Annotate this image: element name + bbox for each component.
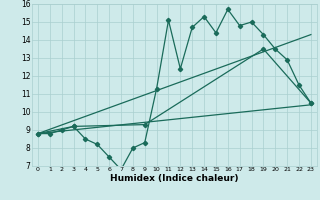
- X-axis label: Humidex (Indice chaleur): Humidex (Indice chaleur): [110, 174, 239, 183]
